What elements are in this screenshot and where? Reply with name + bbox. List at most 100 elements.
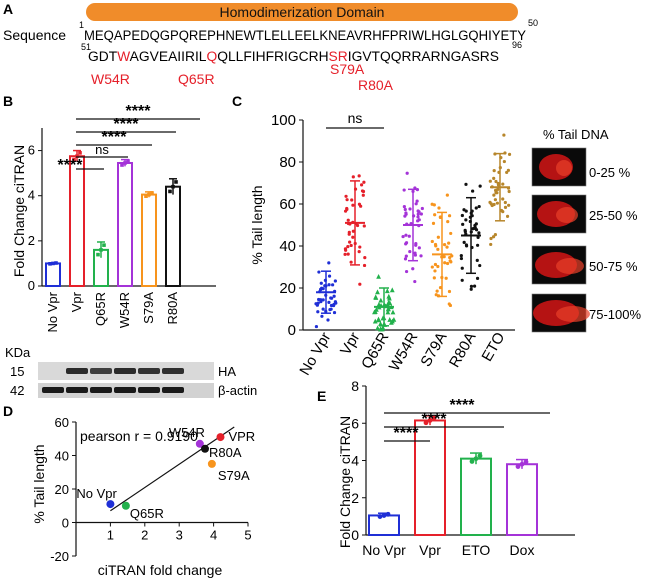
panel-c-point-w54r-26 [413,253,418,257]
panel-c-point-r80a-30 [475,276,480,280]
panel-c-point-eto-39 [493,198,497,202]
panel-e-point-dox-0 [515,464,521,469]
panel-e-ytick-label-8: 8 [351,378,359,394]
seq-end-96: 96 [512,40,522,50]
panel-c-point-q65r-1 [389,287,395,293]
panel-d-letter: D [3,403,13,419]
panel-b-point-s79a-0 [144,194,148,199]
panel-c-point-vpr-40 [349,260,353,264]
panel-b-point-r80a-2 [174,180,178,184]
panel-c-point-w54r-0 [407,234,411,238]
panel-d-ylabel: % Tail length [31,444,47,523]
panel-c-point-s79a-15 [435,289,439,293]
panel-b-point-no-vpr-0 [48,262,52,266]
panel-c-point-eto-29 [505,214,510,218]
panel-d-point-label-r80a: R80A [209,445,242,460]
panel-b-significance: **** **** **** ns **** [58,103,200,174]
panel-c-point-w54r-8 [411,267,415,271]
panel-c-point-eto-41 [494,191,498,195]
panel-c-point-vpr-15 [358,282,362,286]
panel-c-point-no-vpr-18 [333,279,337,283]
sig-label-e-eto: **** [422,411,448,428]
panel-b-bar-no-vpr [45,262,61,287]
sig-label-c-ns: ns [348,110,363,126]
panel-c-point-vpr-2 [359,183,364,187]
panel-c-point-r80a-20 [477,231,481,235]
panel-c-point-eto-21 [503,200,507,205]
panel-e-point-eto-1 [473,456,479,462]
panel-c-point-s79a-40 [443,261,447,265]
panel-c-point-eto-32 [507,189,511,194]
panel-e-point-no-vpr-1 [381,513,387,518]
panel-c-point-vpr-28 [351,235,355,239]
panel-b-point-q65r-2 [102,243,106,247]
panel-c-point-no-vpr-22 [321,298,325,302]
panel-c-point-r80a-5 [471,189,475,193]
panel-c-point-s79a-41 [448,259,452,263]
panel-c-point-s79a-21 [437,206,441,210]
blot-label-ha: HA [218,364,236,379]
panel-c-point-s79a-6 [433,262,438,267]
sequence-line-2: GDTWAGVEAIIRIL QQLLFIHFRIGCRH SRIGVTQQRRAR… [88,49,499,64]
panel-c-point-w54r-6 [404,233,408,237]
comet-title: % Tail DNA [543,127,609,142]
panel-c-point-q65r-23 [387,300,393,306]
panel-c-ytick-label-40: 40 [279,238,296,255]
panel-c-point-w54r-37 [416,219,420,223]
panel-e-xlabel-vpr: Vpr [419,542,441,558]
panel-d-xtick-label-5: 5 [244,528,251,543]
panel-c-point-vpr-19 [348,240,352,244]
mutation-label-r80a: R80A [358,77,394,93]
panel-c-ytick-label-20: 20 [279,280,296,297]
panel-c-point-r80a-35 [460,278,464,282]
panel-c-point-w54r-10 [413,279,417,284]
blot-band-actin-no-vpr [42,387,64,393]
panel-c-point-eto-0 [489,236,493,241]
sig-label-r80a: **** [126,103,152,120]
sequence-segment-4: QLLFIHFRIGCRH [217,49,328,64]
panel-b-axes: 0 2 4 6 No Vpr Vpr Q65R W54R S79A R80A [28,128,216,332]
panel-c-point-s79a-24 [430,202,434,206]
panel-c-point-vpr-34 [362,263,367,268]
panel-e-axes: 0 2 4 6 8 No Vpr Vpr ETO Dox [351,378,575,558]
panel-c-point-no-vpr-28 [314,324,319,329]
panel-c-point-w54r-16 [414,202,418,206]
panel-d-point-r80a [201,444,209,453]
panel-c-point-no-vpr-34 [329,307,333,311]
panel-c-point-eto-19 [494,179,498,184]
panel-c-point-s79a-0 [444,276,448,280]
panel-c-point-w54r-5 [403,207,407,212]
panel-c-point-no-vpr-37 [315,303,319,307]
blot-band-actin-q65r [90,387,112,393]
panel-c-point-eto-12 [488,179,492,183]
panel-b-xlabel-w54r: W54R [117,292,132,328]
panel-e-point-vpr-1 [427,418,433,423]
panel-d-ytick-label-60: 60 [55,415,69,430]
panel-c-point-w54r-30 [401,234,405,239]
panel-c-point-no-vpr-29 [317,270,321,274]
blot-band-ha-r80a [162,368,184,374]
panel-c-xlabel-s79a: S79A [417,330,450,370]
panel-c-point-vpr-16 [345,198,349,202]
panel-d-xtick-label-3: 3 [176,528,183,543]
blot-band-actin-s79a [138,387,160,393]
panel-b-bar-w54r [117,161,133,287]
panel-c-point-vpr-30 [346,245,350,249]
panel-c-point-r80a-25 [474,228,479,232]
panel-c-point-s79a-30 [447,214,452,218]
panel-c-point-vpr-11 [351,203,355,207]
mutation-label-w54r: W54R [91,71,130,87]
blot-kda-header: KDa [5,345,31,360]
panel-c-point-q65r-33 [373,306,379,312]
panel-b-point-vpr-2 [78,151,82,155]
panel-c-point-q65r-21 [376,274,381,279]
panel-c-ytick-label-80: 80 [279,154,296,171]
panel-c-point-no-vpr-12 [327,283,331,287]
panel-c-point-eto-34 [492,193,496,197]
panel-c-letter: C [232,93,242,109]
panel-c-point-vpr-41 [360,189,365,193]
pearson-annotation: pearson r = 0.9190 [80,428,198,444]
panel-c-point-no-vpr-27 [331,283,335,287]
panel-c-point-eto-27 [501,210,505,214]
